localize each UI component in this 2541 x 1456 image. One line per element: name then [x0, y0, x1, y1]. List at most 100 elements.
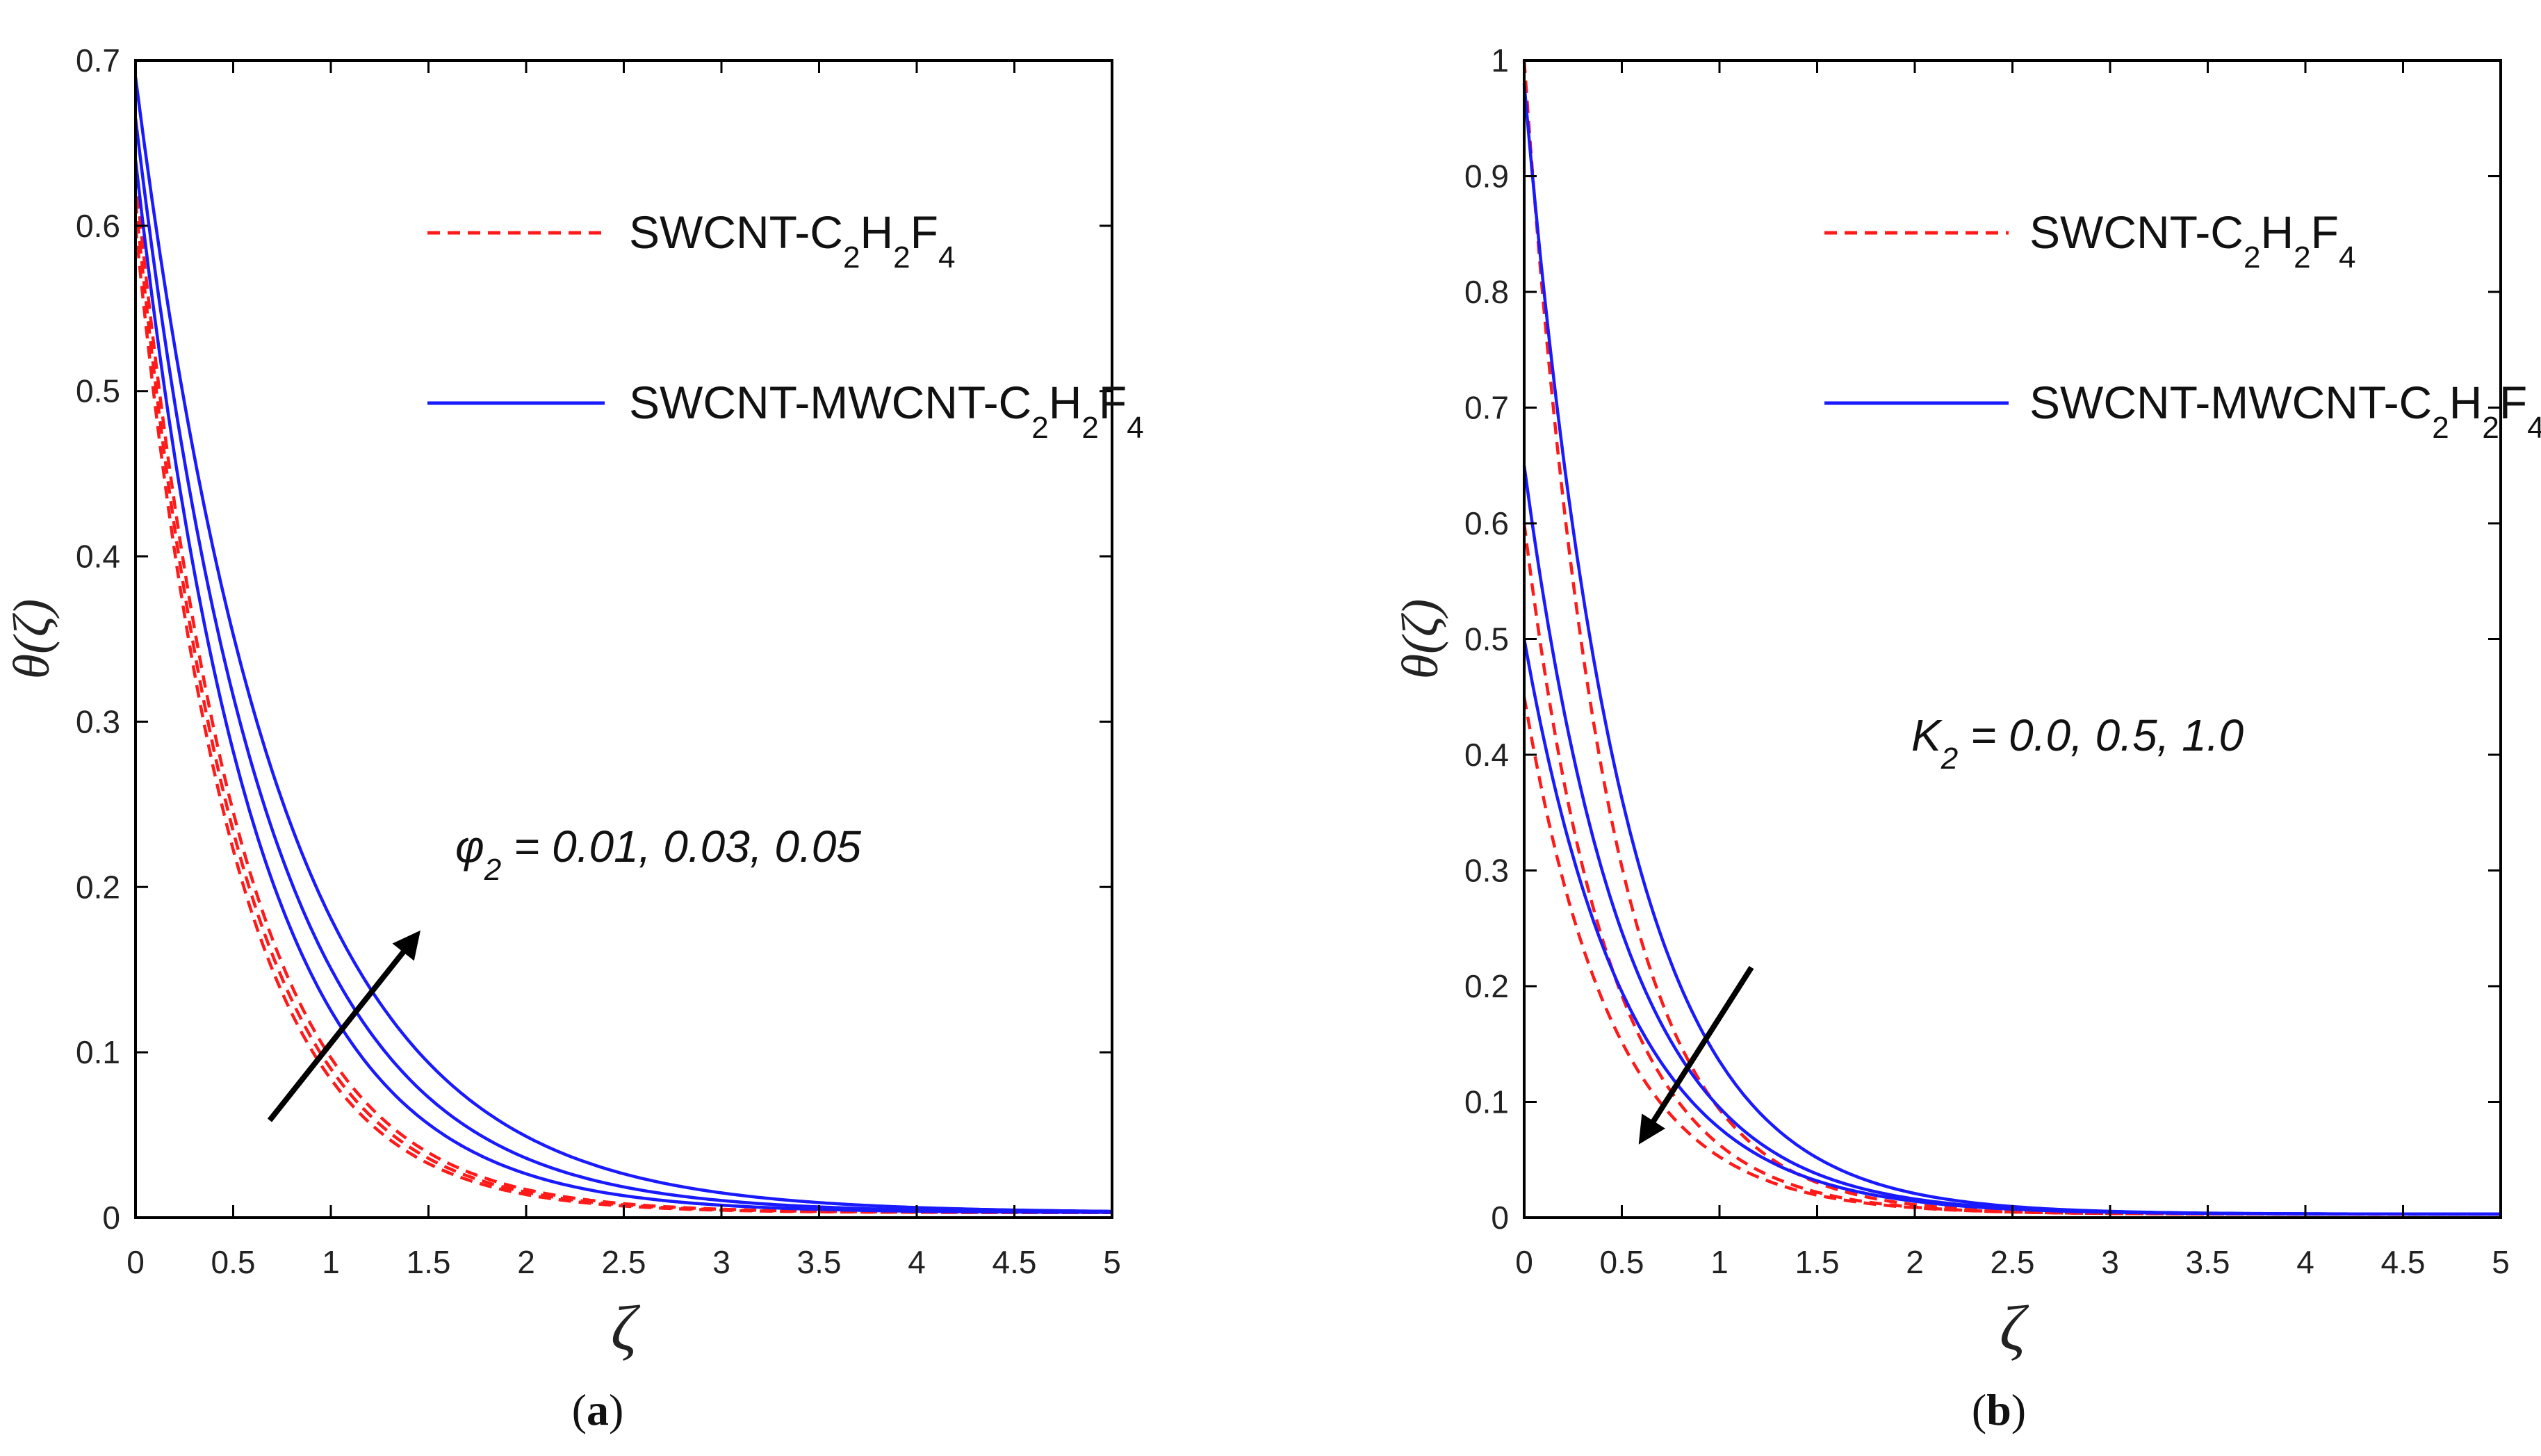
series-line-5	[133, 118, 1112, 1214]
legend-label-1: SWCNT-C2H2F4	[2029, 206, 2355, 275]
legend-text: SWCNT-MWCNT-C	[629, 377, 1031, 428]
legend-subscript: 2	[2244, 240, 2260, 275]
annotation-subscript: 2	[484, 853, 501, 887]
legend-subscript: 2	[893, 240, 910, 275]
y-axis-label: θ(ζ)	[1392, 599, 1449, 680]
y-tick-label: 0.1	[1464, 1084, 1509, 1120]
y-tick-label: 0.3	[76, 703, 120, 739]
caption-paren: )	[2011, 1385, 2026, 1434]
legend-text: SWCNT-MWCNT-C	[2029, 377, 2432, 428]
annotation-values: = 0.01, 0.03, 0.05	[501, 821, 861, 872]
legend-text: F	[2311, 206, 2339, 258]
x-tick-label: 2.5	[1991, 1244, 2035, 1280]
legend-subscript: 4	[938, 240, 955, 275]
y-tick-label: 1	[1491, 42, 1509, 79]
legend-subscript: 2	[2432, 411, 2449, 445]
y-tick-label: 0.2	[76, 869, 120, 905]
legend-text: SWCNT-C	[2029, 206, 2244, 258]
caption-paren: )	[609, 1385, 623, 1434]
x-tick-label: 1.5	[1795, 1244, 1840, 1280]
axes-box	[134, 59, 1113, 1219]
caption-letter: a	[587, 1385, 609, 1434]
y-tick-label: 0.4	[1464, 737, 1509, 773]
annotation-subscript: 2	[1941, 742, 1958, 776]
y-tick-label: 0.8	[1464, 274, 1509, 310]
legend-subscript: 2	[843, 240, 860, 275]
legend-subscript: 4	[1127, 411, 1143, 445]
legend-text: F	[2499, 377, 2527, 428]
x-tick-label: 1	[322, 1244, 340, 1280]
y-tick-label: 0	[102, 1200, 120, 1236]
legend-text: H	[2449, 377, 2483, 428]
x-tick-label: 4	[908, 1244, 926, 1280]
chart-panel-a: 0 0.5 1 1.5 2 2.5 3 3.5 4 4.5 5 0 0.1 0.2 0.3 0.4 0.5 0.6…	[3, 42, 1144, 1434]
annotation-values: = 0.0, 0.5, 1.0	[1958, 710, 2244, 760]
x-axis-label: ζ	[2000, 1293, 2029, 1364]
legend-text: H	[1049, 377, 1082, 428]
y-tick-label: 0.7	[1464, 390, 1509, 426]
axes-box	[1523, 59, 2502, 1219]
x-tick-label: 3	[2101, 1244, 2119, 1280]
legend-text: F	[910, 206, 938, 258]
legend-text: H	[2260, 206, 2294, 258]
x-tick-label: 3.5	[797, 1244, 842, 1280]
legend-subscript: 4	[2339, 240, 2355, 275]
y-tick-label: 0	[1491, 1200, 1509, 1236]
y-tick-label: 0.5	[1464, 621, 1509, 657]
caption-paren: (	[572, 1385, 587, 1434]
y-tick-label: 0.6	[1464, 505, 1509, 541]
y-tick-label: 0.2	[1464, 968, 1509, 1004]
y-tick-label: 0.9	[1464, 158, 1509, 195]
x-tick-label: 4	[2296, 1244, 2314, 1280]
panel-caption: (b)	[1972, 1385, 2026, 1434]
x-tick-label: 5	[2492, 1244, 2510, 1280]
annotation-symbol: φ	[455, 821, 484, 872]
panel-caption: (a)	[572, 1385, 624, 1434]
x-tick-label: 4.5	[2381, 1244, 2426, 1280]
legend-subscript: 2	[2482, 411, 2499, 445]
legend-label-1: SWCNT-C2H2F4	[629, 206, 955, 275]
legend-text: SWCNT-C	[629, 206, 843, 258]
series-line-4	[133, 159, 1112, 1214]
series-line-3	[1522, 696, 2501, 1216]
y-tick-label: 0.1	[76, 1034, 120, 1070]
series-line-2	[1522, 523, 2501, 1216]
legend-text: F	[1099, 377, 1127, 428]
x-tick-label: 3	[712, 1244, 730, 1280]
y-tick-label: 0.5	[76, 373, 120, 409]
x-tick-label: 0.5	[1600, 1244, 1644, 1280]
x-tick-label: 2	[517, 1244, 535, 1280]
series-line-2	[133, 200, 1112, 1215]
x-axis-label: ζ	[611, 1293, 641, 1364]
legend-text: H	[860, 206, 893, 258]
parameter-annotation: φ2 = 0.01, 0.03, 0.05	[455, 821, 861, 887]
y-tick-label: 0.4	[76, 539, 120, 575]
series-line-1	[133, 225, 1112, 1215]
y-axis-label: θ(ζ)	[3, 599, 60, 680]
x-tick-label: 0	[1515, 1244, 1533, 1280]
y-tick-label: 0.6	[76, 208, 120, 244]
x-tick-label: 4.5	[992, 1244, 1037, 1280]
parameter-annotation: K2 = 0.0, 0.5, 1.0	[1911, 710, 2244, 776]
y-tick-label: 0.3	[1464, 853, 1509, 889]
x-tick-label: 1	[1710, 1244, 1729, 1280]
trend-arrow	[267, 930, 420, 1122]
x-tick-label: 5	[1103, 1244, 1121, 1280]
legend-subscript: 4	[2527, 411, 2541, 445]
legend-label-2: SWCNT-MWCNT-C2H2F4	[629, 377, 1144, 445]
series-line-6	[133, 76, 1113, 1213]
x-tick-label: 0.5	[211, 1244, 256, 1280]
x-tick-label: 2.5	[602, 1244, 646, 1280]
series-line-5	[1522, 465, 2501, 1216]
x-tick-label: 1.5	[407, 1244, 451, 1280]
y-tick-label: 0.7	[76, 42, 120, 79]
legend-subscript: 2	[2294, 240, 2310, 275]
caption-paren: (	[1972, 1385, 1986, 1434]
x-tick-label: 0	[126, 1244, 145, 1280]
chart-panel-b: 0 0.5 1 1.5 2 2.5 3 3.5 4 4.5 5 0 0.1 0.2 0.3 0.4 0.5 0.6…	[1392, 42, 2541, 1434]
series-line-3	[133, 176, 1113, 1215]
x-tick-label: 2	[1906, 1244, 1924, 1280]
annotation-symbol: K	[1911, 710, 1943, 760]
caption-letter: b	[1986, 1385, 2011, 1434]
